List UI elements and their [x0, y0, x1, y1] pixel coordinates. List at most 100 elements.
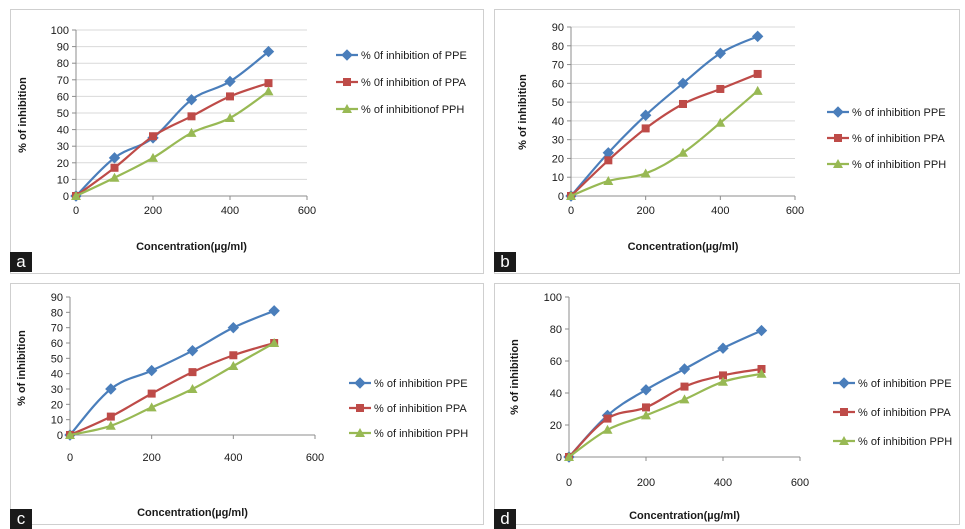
- panel-b-x-tick-label: 0: [568, 205, 574, 217]
- panel-b-y-tick-label: 10: [552, 172, 564, 184]
- panel-c-series-2-point: [106, 412, 115, 421]
- panel-d-x-tick-label: 600: [791, 477, 809, 489]
- panel-a-series-3-point: [186, 127, 197, 137]
- panel-d-series-3-point: [641, 410, 651, 420]
- panel-b-series-2-point: [753, 69, 762, 78]
- panel-c-y-tick-label: 30: [51, 384, 63, 396]
- panel-a-series-2-point: [149, 132, 157, 141]
- panel-c-x-tick-label: 0: [67, 452, 73, 464]
- panel-c-y-tick-label: 50: [51, 353, 63, 365]
- panel-d-y-axis-title: % of inhibition: [509, 339, 521, 415]
- panel-d-series-3-point: [679, 394, 690, 404]
- panel-d-series-1-point: [717, 342, 729, 354]
- panel-c-series-3-point: [105, 420, 116, 430]
- panel-a-legend-marker: [343, 78, 351, 86]
- panel-a-y-tick-label: 90: [57, 42, 69, 54]
- panel-b-series-2-point: [716, 84, 725, 93]
- panel-b-series-3-point: [603, 175, 614, 185]
- panel-d-series-2-point: [642, 403, 650, 412]
- panel-b-series-2-point: [604, 156, 613, 165]
- panel-d-series-1-point: [678, 363, 691, 375]
- panel-d-series-3-line: [568, 372, 762, 458]
- panel-a-x-tick-label: 600: [298, 205, 316, 217]
- panel-label-b: b: [494, 252, 516, 272]
- panel-c-series-3-line: [69, 342, 275, 437]
- panel-c-series-1-point: [268, 305, 280, 317]
- panel-d-series-3-point: [564, 452, 574, 461]
- panel-a-series-1-line: [75, 50, 270, 197]
- panel-c-legend-marker: [354, 377, 366, 389]
- panel-c-legend-label: % of inhibition PPE: [374, 378, 468, 390]
- panel-a-legend-label: % 0f inhibition of PPA: [361, 77, 467, 89]
- panel-c-y-tick-label: 80: [51, 307, 63, 319]
- panel-c-series-1-point: [145, 364, 158, 377]
- panel-d-y-tick-label: 80: [550, 324, 562, 336]
- panel-b-y-tick-label: 80: [552, 41, 564, 53]
- panel-label-c: c: [10, 509, 32, 529]
- panel-a-y-axis-title: % of inhibition: [17, 77, 29, 153]
- panel-a-series-1-point: [262, 45, 275, 58]
- panel-b-y-axis-title: % of inhibition: [517, 74, 529, 150]
- panel-a-x-tick-label: 0: [73, 205, 79, 217]
- panel-c-legend-label: % of inhibition PPA: [374, 403, 467, 415]
- panel-a-legend-label: % 0f inhibition of PPE: [361, 50, 467, 62]
- panel-b-series-3-point: [640, 168, 651, 178]
- panel-b-x-tick-label: 600: [786, 205, 804, 217]
- panel-d-x-tick-label: 0: [566, 477, 572, 489]
- panel-d-legend-marker: [839, 436, 849, 445]
- panel-d-series-1-point: [640, 384, 652, 396]
- panel-a-legend-marker: [341, 49, 353, 61]
- panel-b-y-tick-label: 30: [552, 135, 564, 147]
- panel-b-legend-marker: [834, 134, 842, 142]
- panel-a-y-tick-label: 50: [57, 108, 69, 120]
- panel-b-series-1-point: [639, 109, 652, 121]
- panel-c-series-2-point: [188, 368, 197, 377]
- panel-a-series-1-point: [185, 94, 198, 106]
- panel-d-series-2-line: [568, 367, 762, 458]
- panel-b-y-tick-label: 40: [552, 116, 564, 128]
- panel-c-y-tick-label: 90: [51, 292, 63, 304]
- panel-d-legend-label: % of inhibition PPH: [858, 436, 952, 448]
- panel-d-series-3-point: [756, 368, 767, 378]
- panel-c-legend-marker: [356, 404, 364, 412]
- panel-c-series-3-point: [228, 361, 239, 370]
- panel-b-series-3-point: [752, 85, 763, 95]
- panel-a-series-3-point: [225, 112, 235, 122]
- panel-b-x-tick-label: 400: [711, 205, 729, 217]
- panel-d-x-axis-title: Concentration(µg/ml): [629, 510, 740, 522]
- panel-b-legend-marker: [832, 106, 844, 118]
- panel-d-x-tick-label: 200: [637, 477, 655, 489]
- panel-d-y-tick-label: 20: [550, 420, 562, 432]
- panel-c-series-3-point: [187, 384, 198, 393]
- panel-a-series-2-point: [110, 163, 119, 172]
- panel-a-y-tick-label: 30: [57, 141, 69, 153]
- panel-b-series-3-point: [715, 117, 726, 127]
- panel-d-y-tick-label: 0: [556, 452, 562, 464]
- panel-a-series-3-point: [109, 172, 120, 182]
- panel-d-y-tick-label: 100: [544, 292, 562, 304]
- panel-d-series-2-point: [719, 371, 727, 380]
- panel-c-series-2-point: [147, 389, 156, 398]
- panel-b-y-tick-label: 70: [552, 60, 564, 72]
- panel-b-legend-label: % of inhibition PPE: [852, 107, 946, 119]
- panel-b-x-tick-label: 200: [636, 205, 654, 217]
- panel-b-series-1-point: [677, 77, 689, 90]
- panel-b-legend-marker: [833, 159, 843, 168]
- panel-a-frame: [10, 9, 484, 274]
- panel-c-series-1-point: [105, 383, 117, 395]
- panel-d-legend-marker: [840, 408, 848, 416]
- panel-label-d: d: [494, 509, 516, 529]
- panel-b-series-2-point: [641, 124, 650, 133]
- panel-a-series-3-point: [263, 86, 274, 96]
- panel-d-series-2-point: [680, 382, 689, 391]
- panel-a-series-3-line: [75, 90, 270, 197]
- panel-b-x-axis-title: Concentration(µg/ml): [628, 241, 739, 253]
- panel-c-y-tick-label: 20: [51, 399, 63, 411]
- panel-b-legend-label: % of inhibition PPH: [852, 159, 946, 171]
- panel-b-y-tick-label: 90: [552, 22, 564, 34]
- panel-b-series-3-point: [678, 147, 688, 157]
- panel-c-y-tick-label: 0: [57, 430, 63, 442]
- panel-c-y-axis-title: % of inhibition: [16, 330, 28, 406]
- panel-b-series-3-line: [570, 90, 759, 198]
